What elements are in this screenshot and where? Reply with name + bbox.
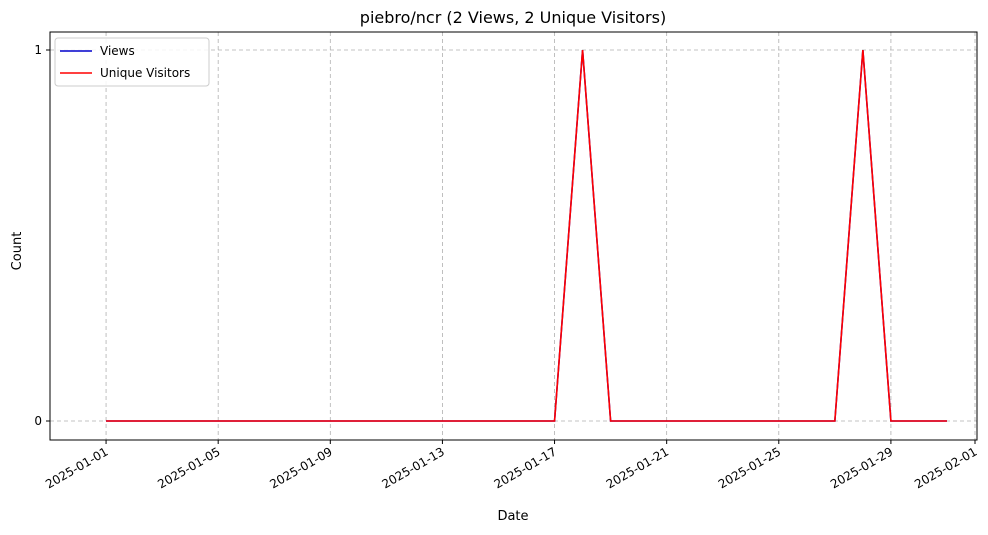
series-line-unique-visitors (106, 49, 947, 422)
axis-ticks: 2025-01-01 2025-01-05 2025-01-09 2025-01-13… (34, 43, 979, 491)
legend: Views Unique Visitors (54, 37, 210, 87)
x-tick-label: 2025-01-09 (267, 444, 334, 491)
legend-box (54, 37, 210, 87)
legend-label: Unique Visitors (100, 66, 190, 80)
legend-label: Views (100, 44, 135, 58)
x-tick-label: 2025-01-13 (380, 444, 447, 491)
x-tick-label: 2025-01-29 (828, 444, 895, 491)
plot-frame (49, 31, 978, 441)
x-tick-label: 2025-02-01 (912, 444, 979, 491)
x-tick-label: 2025-01-25 (716, 444, 783, 491)
x-tick-label: 2025-01-05 (155, 444, 222, 491)
y-tick-label: 0 (34, 414, 42, 428)
series-lines (106, 49, 947, 422)
y-tick-label: 1 (34, 43, 42, 57)
x-tick-label: 2025-01-21 (604, 444, 671, 491)
series-line-views (106, 49, 947, 422)
y-axis-label: Count (10, 232, 25, 271)
x-tick-label: 2025-01-01 (43, 444, 110, 491)
chart-title: piebro/ncr (2 Views, 2 Unique Visitors) (360, 8, 666, 27)
x-axis-label: Date (497, 509, 528, 524)
x-tick-label: 2025-01-17 (492, 444, 559, 491)
